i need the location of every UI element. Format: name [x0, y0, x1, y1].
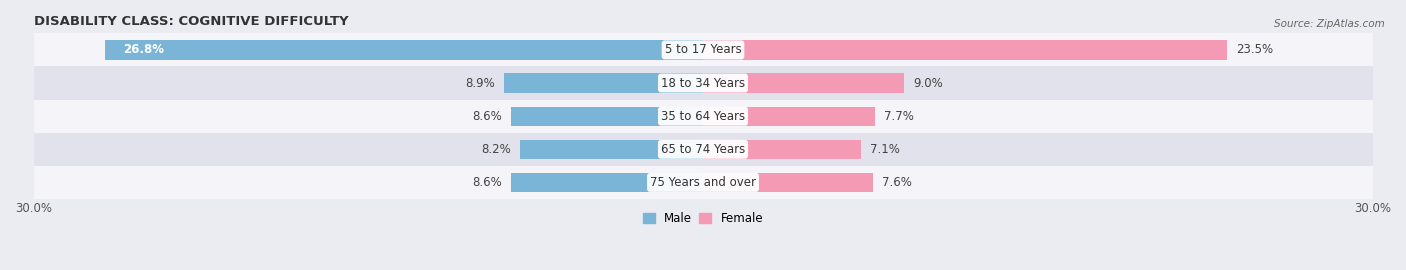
Bar	[510, 107, 703, 126]
Bar	[505, 73, 703, 93]
Bar	[105, 40, 703, 59]
Bar	[703, 173, 873, 192]
Text: 8.2%: 8.2%	[481, 143, 510, 156]
Bar	[703, 140, 862, 159]
Bar	[510, 173, 703, 192]
Text: 9.0%: 9.0%	[912, 76, 942, 90]
Text: 35 to 64 Years: 35 to 64 Years	[661, 110, 745, 123]
Text: 8.9%: 8.9%	[465, 76, 495, 90]
Text: 23.5%: 23.5%	[1236, 43, 1274, 56]
Text: 8.6%: 8.6%	[472, 176, 502, 189]
Text: 26.8%: 26.8%	[122, 43, 163, 56]
Bar	[34, 100, 1372, 133]
Text: 7.6%: 7.6%	[882, 176, 911, 189]
Text: 18 to 34 Years: 18 to 34 Years	[661, 76, 745, 90]
Text: 7.1%: 7.1%	[870, 143, 900, 156]
Bar	[703, 73, 904, 93]
Text: 8.6%: 8.6%	[472, 110, 502, 123]
Text: 75 Years and over: 75 Years and over	[650, 176, 756, 189]
Text: 65 to 74 Years: 65 to 74 Years	[661, 143, 745, 156]
Bar	[34, 166, 1372, 199]
Bar	[34, 66, 1372, 100]
Bar	[703, 40, 1227, 59]
Bar	[703, 107, 875, 126]
Legend: Male, Female: Male, Female	[638, 207, 768, 230]
Text: 5 to 17 Years: 5 to 17 Years	[665, 43, 741, 56]
Text: DISABILITY CLASS: COGNITIVE DIFFICULTY: DISABILITY CLASS: COGNITIVE DIFFICULTY	[34, 15, 349, 28]
Bar	[34, 33, 1372, 66]
Text: Source: ZipAtlas.com: Source: ZipAtlas.com	[1274, 19, 1385, 29]
Text: 7.7%: 7.7%	[884, 110, 914, 123]
Bar	[520, 140, 703, 159]
Bar	[34, 133, 1372, 166]
